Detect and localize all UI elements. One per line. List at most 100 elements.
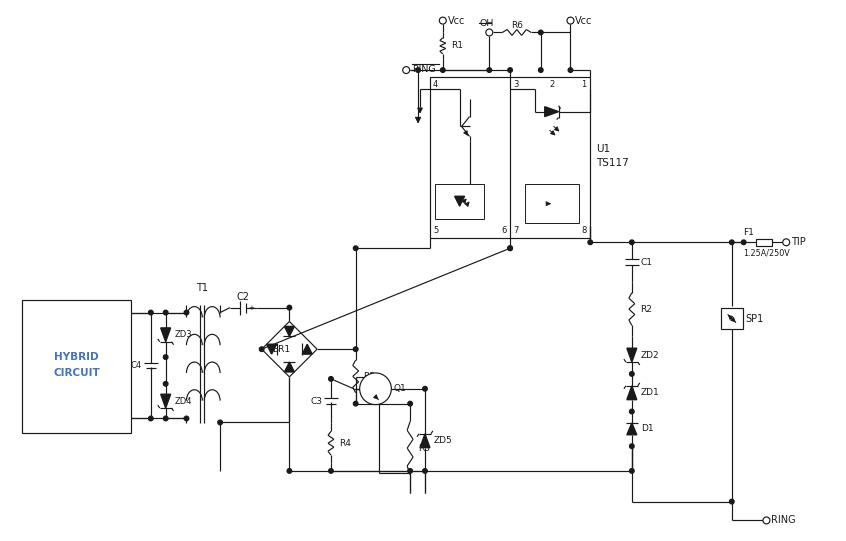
Circle shape — [163, 355, 168, 359]
Polygon shape — [302, 344, 312, 354]
Text: C4: C4 — [131, 361, 142, 370]
Text: RING: RING — [412, 64, 436, 74]
Circle shape — [354, 347, 358, 352]
Text: F1: F1 — [743, 228, 754, 237]
Circle shape — [508, 246, 513, 250]
Text: Vcc: Vcc — [448, 16, 465, 25]
Circle shape — [588, 240, 592, 245]
Text: D1: D1 — [640, 424, 653, 433]
FancyBboxPatch shape — [721, 308, 743, 329]
Text: RING: RING — [772, 516, 796, 525]
Text: OH: OH — [480, 19, 494, 28]
Text: TIP: TIP — [791, 237, 806, 247]
FancyBboxPatch shape — [435, 184, 485, 219]
Polygon shape — [266, 344, 277, 354]
Text: 3: 3 — [513, 81, 519, 89]
Circle shape — [487, 68, 492, 72]
Polygon shape — [161, 328, 171, 342]
Circle shape — [217, 420, 222, 425]
Circle shape — [783, 239, 789, 246]
Text: R5: R5 — [418, 444, 430, 453]
Circle shape — [415, 68, 420, 72]
Text: 8: 8 — [581, 226, 586, 235]
Circle shape — [629, 469, 634, 473]
Circle shape — [163, 381, 168, 386]
Text: R6: R6 — [511, 21, 523, 30]
Text: Vcc: Vcc — [575, 16, 593, 25]
Text: ZD2: ZD2 — [640, 351, 659, 360]
Text: 1.25A/250V: 1.25A/250V — [743, 249, 789, 258]
Text: C3: C3 — [310, 397, 322, 406]
FancyBboxPatch shape — [525, 184, 580, 223]
Circle shape — [539, 68, 543, 72]
Circle shape — [149, 311, 153, 315]
Circle shape — [629, 409, 634, 414]
Circle shape — [441, 68, 445, 72]
Polygon shape — [420, 434, 430, 447]
Text: ZD3: ZD3 — [174, 331, 192, 339]
Circle shape — [329, 469, 333, 473]
Text: 5: 5 — [433, 226, 438, 235]
Circle shape — [403, 67, 409, 74]
Text: TS117: TS117 — [596, 158, 629, 168]
Circle shape — [354, 246, 358, 250]
Circle shape — [729, 240, 734, 245]
Circle shape — [287, 469, 292, 473]
Circle shape — [439, 17, 446, 24]
FancyBboxPatch shape — [430, 77, 591, 239]
Circle shape — [763, 517, 770, 524]
Circle shape — [408, 401, 412, 406]
Polygon shape — [454, 196, 464, 206]
Circle shape — [539, 30, 543, 35]
Circle shape — [629, 444, 634, 448]
Text: 4: 4 — [433, 81, 438, 89]
Polygon shape — [627, 423, 637, 435]
Text: CIRCUIT: CIRCUIT — [53, 368, 100, 378]
Text: R2: R2 — [640, 305, 651, 314]
Circle shape — [629, 240, 634, 245]
Circle shape — [184, 311, 189, 315]
FancyBboxPatch shape — [756, 239, 772, 246]
Circle shape — [354, 401, 358, 406]
Circle shape — [184, 416, 189, 421]
Text: HYBRID: HYBRID — [54, 352, 99, 362]
Text: 1: 1 — [581, 81, 586, 89]
Circle shape — [163, 311, 168, 315]
Circle shape — [149, 416, 153, 421]
Text: ZD5: ZD5 — [434, 436, 453, 445]
Circle shape — [741, 240, 746, 245]
Text: SP1: SP1 — [745, 313, 764, 324]
Text: C1: C1 — [640, 258, 653, 267]
Circle shape — [163, 416, 168, 421]
Circle shape — [260, 347, 264, 352]
FancyBboxPatch shape — [22, 300, 131, 433]
Text: C2: C2 — [237, 292, 250, 302]
Text: ZD1: ZD1 — [640, 388, 660, 397]
Text: +: + — [249, 305, 254, 311]
Circle shape — [287, 305, 292, 310]
Text: BR1: BR1 — [272, 345, 290, 354]
Text: ZD4: ZD4 — [174, 397, 192, 406]
Circle shape — [360, 373, 392, 405]
Polygon shape — [284, 326, 294, 337]
Circle shape — [729, 499, 734, 504]
Circle shape — [329, 377, 333, 381]
Text: U1: U1 — [596, 144, 610, 154]
Text: 2: 2 — [550, 81, 555, 89]
Circle shape — [508, 68, 513, 72]
Polygon shape — [161, 394, 171, 408]
Circle shape — [629, 372, 634, 376]
Circle shape — [508, 246, 513, 250]
Circle shape — [408, 469, 412, 473]
Polygon shape — [627, 386, 637, 400]
Text: Q1: Q1 — [393, 384, 406, 393]
Polygon shape — [627, 348, 637, 362]
Circle shape — [486, 29, 492, 36]
Polygon shape — [284, 362, 294, 372]
Text: R1: R1 — [451, 41, 463, 50]
Circle shape — [569, 68, 573, 72]
Text: R4: R4 — [339, 439, 351, 448]
Circle shape — [423, 386, 427, 391]
Text: 7: 7 — [513, 226, 519, 235]
Text: T1: T1 — [196, 283, 208, 293]
